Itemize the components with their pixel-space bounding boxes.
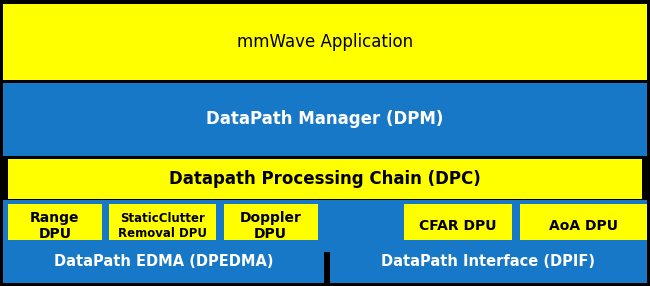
Text: DataPath Manager (DPM): DataPath Manager (DPM) xyxy=(206,110,444,128)
Text: StaticClutter
Removal DPU: StaticClutter Removal DPU xyxy=(118,212,207,240)
Text: DataPath EDMA (DPEDMA): DataPath EDMA (DPEDMA) xyxy=(54,254,273,269)
FancyBboxPatch shape xyxy=(520,204,647,248)
FancyBboxPatch shape xyxy=(8,204,102,248)
Text: mmWave Application: mmWave Application xyxy=(237,33,413,51)
Text: DataPath Interface (DPIF): DataPath Interface (DPIF) xyxy=(381,254,595,269)
FancyBboxPatch shape xyxy=(8,159,642,199)
FancyBboxPatch shape xyxy=(224,204,318,248)
FancyBboxPatch shape xyxy=(404,204,512,248)
Text: AoA DPU: AoA DPU xyxy=(549,219,618,233)
FancyBboxPatch shape xyxy=(3,4,647,80)
Text: CFAR DPU: CFAR DPU xyxy=(419,219,497,233)
FancyBboxPatch shape xyxy=(3,83,647,156)
FancyBboxPatch shape xyxy=(330,240,647,283)
FancyBboxPatch shape xyxy=(109,204,216,248)
Text: Doppler
DPU: Doppler DPU xyxy=(240,211,302,241)
Text: Range
DPU: Range DPU xyxy=(30,211,80,241)
Text: Datapath Processing Chain (DPC): Datapath Processing Chain (DPC) xyxy=(169,170,481,188)
FancyBboxPatch shape xyxy=(3,200,647,252)
FancyBboxPatch shape xyxy=(3,240,324,283)
